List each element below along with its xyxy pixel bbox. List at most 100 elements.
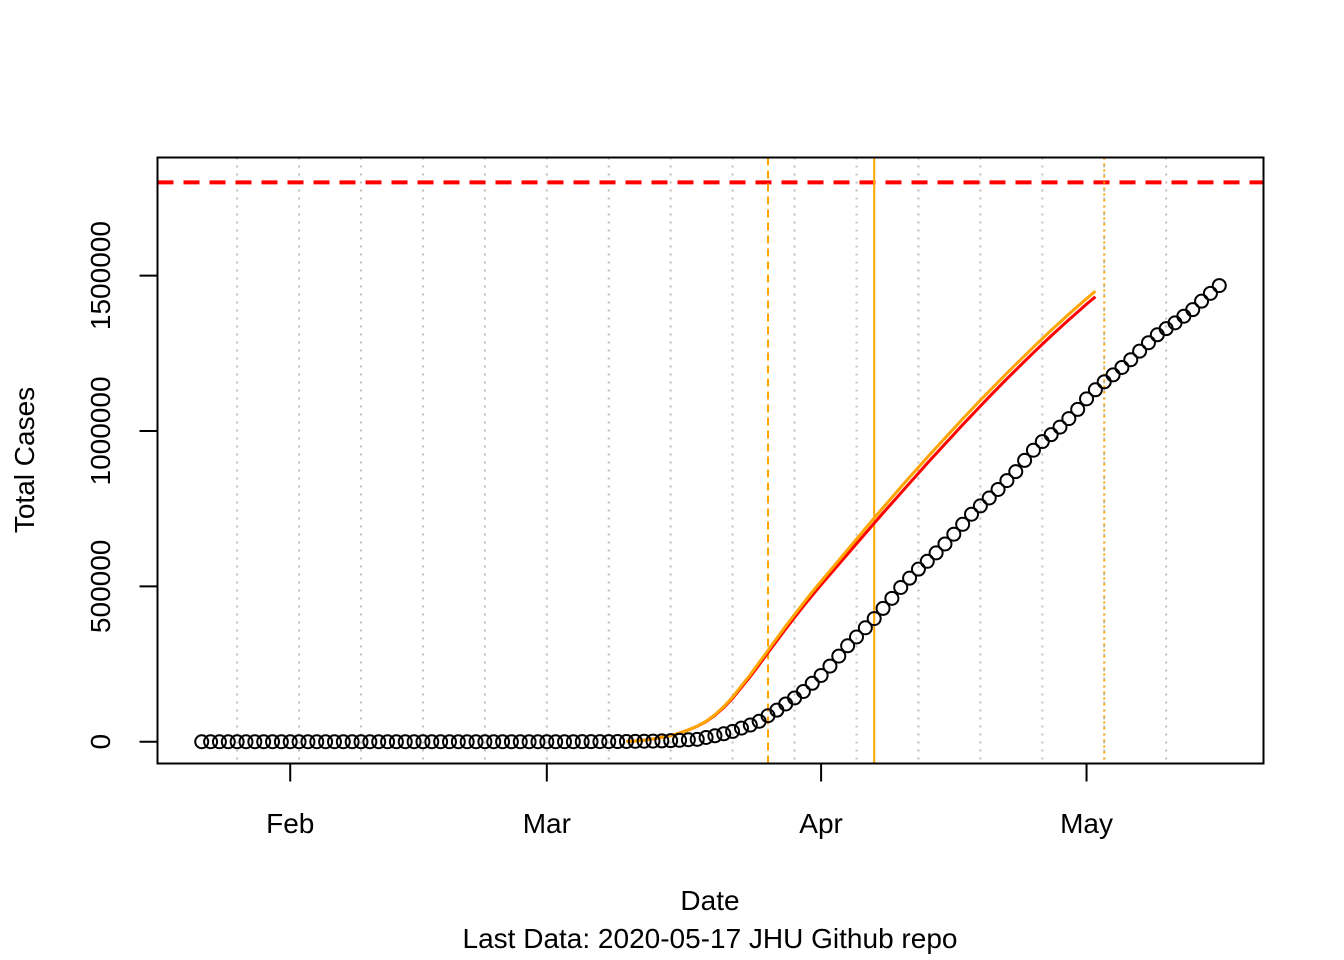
data-point: [477, 734, 493, 750]
data-point: [1079, 391, 1095, 407]
data-point: [495, 734, 511, 750]
data-point: [990, 481, 1006, 497]
data-point: [946, 526, 962, 542]
data-point: [309, 734, 325, 750]
data-point: [919, 553, 935, 569]
data-point: [680, 732, 696, 748]
data-point: [291, 734, 307, 750]
data-point: [866, 611, 882, 627]
fit-lines: [626, 289, 1097, 743]
data-point: [353, 734, 369, 750]
data-point: [583, 734, 599, 750]
data-point: [203, 734, 219, 750]
data-point: [530, 734, 546, 750]
data-point: [211, 734, 227, 750]
data-point: [300, 734, 316, 750]
plot-frame: [156, 156, 1265, 765]
data-point: [1132, 343, 1148, 359]
data-point: [539, 734, 555, 750]
data-point: [318, 734, 334, 750]
data-point: [424, 734, 440, 750]
data-point: [884, 590, 900, 606]
y-tick-label: 500000: [85, 540, 116, 633]
data-point: [875, 600, 891, 616]
fit-line: [626, 295, 1097, 743]
data-point: [548, 734, 564, 750]
data-point: [1061, 411, 1077, 427]
data-point: [220, 734, 236, 750]
data-point: [1211, 278, 1227, 294]
data-point: [1140, 335, 1156, 351]
data-point: [194, 734, 210, 750]
x-tick-label: May: [1060, 808, 1113, 839]
data-point: [521, 734, 537, 750]
data-point: [1194, 293, 1210, 309]
x-tick-label: Apr: [799, 808, 843, 839]
reference-lines: [157, 157, 1264, 764]
data-point: [388, 734, 404, 750]
data-point: [698, 729, 714, 745]
data-point: [247, 734, 263, 750]
data-point: [610, 734, 626, 750]
data-point: [326, 734, 342, 750]
data-point: [893, 579, 909, 595]
data-point: [1087, 382, 1103, 398]
data-point: [618, 733, 634, 749]
data-point: [397, 734, 413, 750]
data-point: [627, 733, 643, 749]
data-point: [459, 734, 475, 750]
data-point: [848, 629, 864, 645]
data-point: [380, 734, 396, 750]
data-point: [999, 473, 1015, 489]
data-point: [1025, 442, 1041, 458]
data-point: [822, 658, 838, 674]
data-point: [804, 675, 820, 691]
data-point: [441, 734, 457, 750]
data-point: [565, 734, 581, 750]
data-point: [955, 516, 971, 532]
y-tick-label: 1500000: [85, 221, 116, 330]
data-point: [733, 720, 749, 736]
y-axis: 0 500000 1000000 1500000: [85, 221, 158, 750]
data-point: [256, 734, 272, 750]
data-point: [742, 717, 758, 733]
data-point: [335, 734, 351, 750]
data-point: [1070, 401, 1086, 417]
y-tick-label: 0: [85, 734, 116, 750]
data-point: [928, 545, 944, 561]
data-point: [645, 733, 661, 749]
data-point: [663, 733, 679, 749]
data-point: [689, 731, 705, 747]
data-point: [981, 490, 997, 506]
data-point: [910, 561, 926, 577]
y-tick-label: 1000000: [85, 376, 116, 485]
data-point: [672, 732, 688, 748]
data-point: [344, 734, 360, 750]
x-tick-label: Mar: [523, 808, 571, 839]
data-point: [1185, 302, 1201, 318]
data-point: [857, 620, 873, 636]
fit-line: [626, 289, 1097, 743]
data-point: [725, 723, 741, 739]
data-point: [486, 734, 502, 750]
data-point: [937, 536, 953, 552]
data-point: [238, 734, 254, 750]
data-point: [406, 734, 422, 750]
data-point: [503, 734, 519, 750]
data-point: [840, 638, 856, 654]
data-point: [1052, 419, 1068, 435]
x-axis-title: Date: [680, 885, 739, 916]
data-point: [601, 734, 617, 750]
data-point: [1176, 308, 1192, 324]
data-point: [1114, 359, 1130, 375]
data-point: [831, 648, 847, 664]
data-point: [433, 734, 449, 750]
data-point: [1017, 452, 1033, 468]
data-point: [273, 734, 289, 750]
data-point: [1008, 464, 1024, 480]
data-point: [636, 733, 652, 749]
data-point: [1105, 367, 1121, 383]
chart-caption: Last Data: 2020-05-17 JHU Github repo: [463, 923, 958, 954]
data-point: [512, 734, 528, 750]
